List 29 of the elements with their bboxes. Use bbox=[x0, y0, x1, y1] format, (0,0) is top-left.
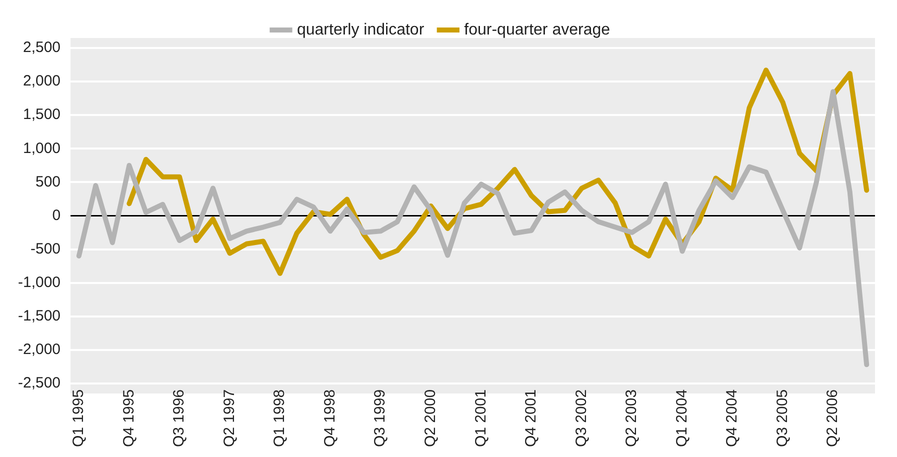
x-tick-label: Q1 1998 bbox=[271, 389, 288, 447]
y-tick-label: -500 bbox=[30, 240, 61, 258]
legend-label: four-quarter average bbox=[464, 21, 610, 38]
y-tick-label: 1,500 bbox=[22, 106, 61, 124]
y-tick-label: 2,500 bbox=[22, 39, 61, 56]
x-tick-label: Q1 1995 bbox=[70, 389, 88, 447]
x-tick-label: Q2 2000 bbox=[422, 389, 440, 447]
x-tick-label: Q3 2002 bbox=[572, 389, 590, 447]
x-tick-label: Q4 1998 bbox=[321, 389, 338, 447]
x-tick-label: Q3 2005 bbox=[774, 389, 791, 447]
legend-label: quarterly indicator bbox=[296, 21, 425, 38]
y-tick-label: 1,000 bbox=[22, 140, 61, 157]
y-tick-label: 2,000 bbox=[22, 72, 61, 90]
x-tick-label: Q3 1996 bbox=[170, 389, 188, 447]
y-tick-label: -2,000 bbox=[18, 341, 61, 358]
y-tick-label: -1,500 bbox=[18, 308, 61, 325]
x-tick-label: Q1 2004 bbox=[673, 389, 690, 447]
x-tick-label: Q4 1995 bbox=[120, 389, 138, 447]
x-tick-label: Q2 2006 bbox=[824, 389, 842, 447]
x-tick-label: Q4 2001 bbox=[522, 389, 540, 447]
x-tick-label: Q1 2001 bbox=[472, 389, 490, 447]
y-tick-label: -1,000 bbox=[18, 274, 61, 291]
y-tick-label: -2,500 bbox=[18, 374, 61, 392]
x-tick-label: Q3 1999 bbox=[372, 389, 389, 447]
y-tick-label: 0 bbox=[52, 206, 61, 224]
x-tick-label: Q2 2003 bbox=[623, 389, 640, 447]
x-tick-label: Q2 1997 bbox=[220, 389, 238, 447]
x-tick-label: Q4 2004 bbox=[724, 389, 741, 447]
y-tick-label: 500 bbox=[36, 173, 61, 190]
